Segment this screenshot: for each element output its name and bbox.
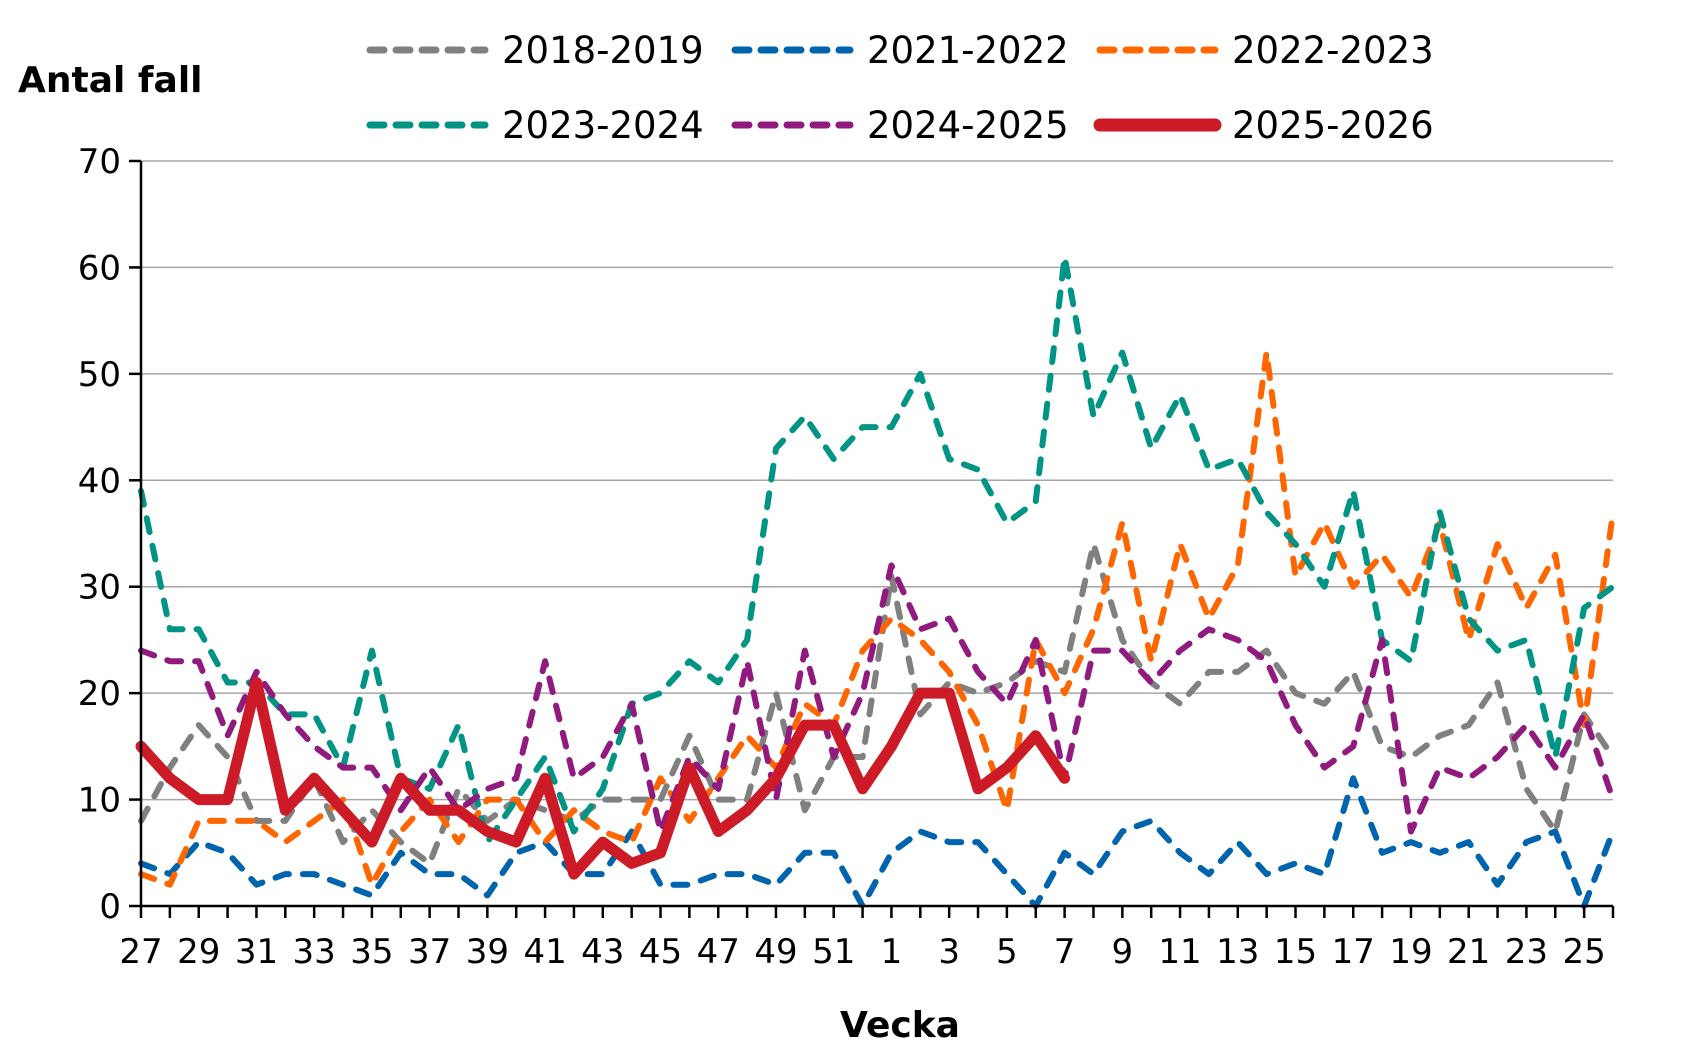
x-tick-label: 43 (581, 932, 624, 972)
y-tick-label: 60 (78, 248, 121, 288)
y-tick-label: 70 (78, 142, 121, 182)
x-axis-title: Vecka (840, 1005, 960, 1046)
x-tick-label: 23 (1505, 932, 1548, 972)
x-tick-label: 13 (1216, 932, 1259, 972)
series-line-2025-2026 (135, 677, 1071, 880)
x-tick-label: 41 (523, 932, 566, 972)
series-line-2018-2019 (138, 541, 1616, 867)
series-line-2023-2024 (138, 253, 1616, 846)
series-line-2021-2022 (138, 775, 1616, 909)
x-tick-label: 29 (177, 932, 220, 972)
x-tick-label: 39 (466, 932, 509, 972)
x-tick-label: 37 (408, 932, 451, 972)
legend-label: 2022-2023 (1232, 29, 1434, 72)
y-tick-label: 30 (78, 568, 121, 608)
x-tick-label: 47 (697, 932, 740, 972)
x-tick-label: 33 (293, 932, 336, 972)
x-tick-label: 3 (938, 932, 960, 972)
x-tick-label: 15 (1274, 932, 1317, 972)
legend-label: 2024-2025 (867, 104, 1069, 147)
legend-label: 2023-2024 (502, 104, 704, 147)
legend-label: 2021-2022 (867, 29, 1069, 72)
legend: 2018-2019 2021-2022 2022-2023 2023-2024 2024… (366, 29, 1434, 147)
y-tick-label: 10 (78, 781, 121, 821)
y-tick-label: 20 (78, 674, 121, 714)
x-tick-label: 35 (350, 932, 393, 972)
x-tick-label: 9 (1112, 932, 1134, 972)
x-tick-label: 31 (235, 932, 278, 972)
x-tick-label: 49 (754, 932, 797, 972)
x-tick-label: 7 (1054, 932, 1076, 972)
x-tick-label: 19 (1389, 932, 1432, 972)
x-tick-label: 17 (1332, 932, 1375, 972)
y-axis-title: Antal fall (18, 60, 203, 101)
series-lines (135, 253, 1616, 909)
series-line-2024-2025 (138, 562, 1616, 835)
x-tick-label: 27 (119, 932, 162, 972)
gridlines (141, 160, 1613, 801)
legend-label: 2025-2026 (1232, 104, 1434, 147)
x-tick-label: 5 (996, 932, 1018, 972)
y-tick-label: 50 (78, 355, 121, 395)
legend-label: 2018-2019 (502, 29, 704, 72)
series-line-2022-2023 (138, 349, 1616, 888)
x-tick-label: 11 (1158, 932, 1201, 972)
y-tick-label: 0 (99, 887, 121, 927)
y-tick-label: 40 (78, 461, 121, 501)
x-tick-label: 25 (1563, 932, 1606, 972)
x-tick-label: 51 (812, 932, 855, 972)
x-tick-label: 45 (639, 932, 682, 972)
x-tick-label: 21 (1447, 932, 1490, 972)
x-tick-label: 1 (881, 932, 903, 972)
